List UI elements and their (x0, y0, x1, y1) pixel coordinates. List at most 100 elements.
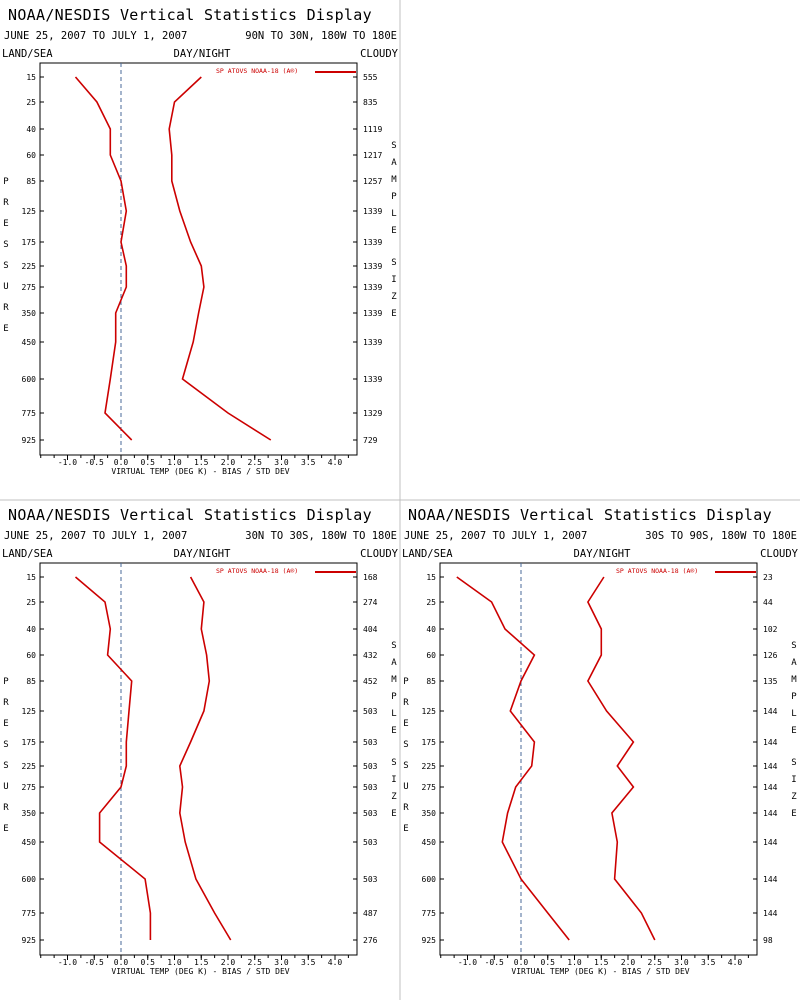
x-tick-label: 2.5 (248, 458, 263, 467)
pressure-axis-letter: U (403, 782, 408, 792)
panel-title: NOAA/NESDIS Vertical Statistics Display (408, 506, 772, 524)
x-tick-label: 1.5 (594, 958, 609, 967)
pressure-tick-label: 175 (22, 238, 37, 247)
sample-size-axis-letter: E (391, 726, 396, 736)
pressure-axis-letter: R (403, 803, 409, 813)
pressure-tick-label: 275 (422, 783, 437, 792)
sample-size-label: 44 (763, 598, 773, 607)
x-tick-label: -1.0 (458, 958, 477, 967)
date-range: JUNE 25, 2007 TO JULY 1, 2007 (4, 530, 187, 542)
pressure-axis-letter: E (3, 719, 8, 729)
pressure-axis-letter: E (403, 824, 408, 834)
std-dev-series-line (586, 576, 656, 941)
sample-size-axis-letter: Z (391, 792, 397, 802)
pressure-axis-letter: S (3, 761, 8, 771)
x-tick-label: 3.5 (301, 958, 316, 967)
pressure-tick-label: 225 (422, 762, 437, 771)
sample-size-axis-letter: E (791, 726, 796, 736)
sample-size-axis-letter: Z (791, 792, 797, 802)
x-tick-label: -1.0 (58, 458, 77, 467)
x-tick-label: 3.0 (274, 458, 289, 467)
sample-size-axis-letter: L (391, 709, 396, 719)
pressure-tick-label: 125 (422, 707, 437, 716)
pressure-axis-letter: S (3, 740, 8, 750)
pressure-axis-letter: E (403, 719, 408, 729)
sample-size-axis-letter: P (391, 692, 397, 702)
x-tick-label: -1.0 (58, 958, 77, 967)
date-range: JUNE 25, 2007 TO JULY 1, 2007 (4, 30, 187, 42)
pressure-tick-label: 450 (22, 838, 37, 847)
x-tick-label: 4.0 (328, 958, 343, 967)
x-tick-label: 0.0 (114, 458, 129, 467)
bias-series-line (74, 76, 133, 441)
pressure-tick-label: 60 (26, 651, 36, 660)
sample-size-axis-letter: S (391, 258, 396, 268)
x-tick-label: 1.5 (194, 458, 209, 467)
x-tick-label: 2.5 (248, 958, 263, 967)
sample-size-axis-letter: M (391, 675, 397, 685)
pressure-axis-letter: P (403, 677, 409, 687)
sample-size-label: 144 (763, 707, 778, 716)
x-tick-label: 0.0 (514, 958, 529, 967)
pressure-axis-letter: R (3, 303, 9, 313)
sample-size-label: 102 (763, 625, 778, 634)
sample-size-label: 1339 (363, 238, 382, 247)
pressure-tick-label: 925 (22, 436, 37, 445)
header-day-night: DAY/NIGHT (174, 48, 232, 60)
pressure-tick-label: 275 (22, 283, 37, 292)
pressure-tick-label: 775 (422, 909, 437, 918)
sample-size-label: 126 (763, 651, 778, 660)
sample-size-label: 503 (363, 809, 378, 818)
sample-size-label: 503 (363, 738, 378, 747)
sample-size-label: 144 (763, 875, 778, 884)
header-day-night: DAY/NIGHT (174, 548, 232, 560)
sample-size-label: 1257 (363, 177, 382, 186)
pressure-tick-label: 175 (22, 738, 37, 747)
pressure-tick-label: 175 (422, 738, 437, 747)
header-land-sea: LAND/SEA (402, 548, 453, 560)
sample-size-label: 503 (363, 783, 378, 792)
x-tick-label: 0.0 (114, 958, 129, 967)
sample-size-label: 144 (763, 783, 778, 792)
sample-size-label: 1217 (363, 151, 382, 160)
header-cloudy: CLOUDY (360, 48, 399, 60)
sample-size-label: 276 (363, 936, 378, 945)
sample-size-axis-letter: I (791, 775, 796, 785)
pressure-axis-letter: S (403, 740, 408, 750)
sample-size-label: 1339 (363, 375, 382, 384)
pressure-axis-letter: P (3, 677, 9, 687)
pressure-tick-label: 15 (426, 573, 436, 582)
x-tick-label: 2.0 (221, 458, 236, 467)
sample-size-label: 503 (363, 707, 378, 716)
pressure-axis-letter: S (3, 261, 8, 271)
sample-size-label: 432 (363, 651, 378, 660)
bias-series-line (456, 576, 570, 941)
region-label: 30S TO 90S, 180W TO 180E (645, 530, 797, 542)
x-tick-label: -0.5 (85, 958, 104, 967)
std-dev-series-line (168, 76, 272, 441)
sample-size-axis-letter: P (791, 692, 797, 702)
pressure-tick-label: 125 (22, 207, 37, 216)
sample-size-label: 144 (763, 838, 778, 847)
header-day-night: DAY/NIGHT (574, 548, 632, 560)
sample-size-axis-letter: S (391, 641, 396, 651)
pressure-tick-label: 775 (22, 409, 37, 418)
pressure-tick-label: 225 (22, 762, 37, 771)
sample-size-axis-letter: I (391, 775, 396, 785)
region-label: 90N TO 30N, 180W TO 180E (245, 30, 397, 42)
header-cloudy: CLOUDY (760, 548, 799, 560)
pressure-axis-letter: U (3, 782, 8, 792)
sample-size-label: 1329 (363, 409, 382, 418)
x-tick-label: 1.0 (567, 958, 582, 967)
pressure-tick-label: 600 (22, 875, 37, 884)
date-range: JUNE 25, 2007 TO JULY 1, 2007 (404, 530, 587, 542)
sample-size-axis-letter: L (391, 209, 396, 219)
x-axis-label: VIRTUAL TEMP (DEG K) - BIAS / STD DEV (111, 467, 289, 476)
pressure-axis-letter: E (3, 824, 8, 834)
pressure-tick-label: 25 (426, 598, 436, 607)
sample-size-axis-letter: S (791, 641, 796, 651)
sample-size-axis-letter: E (391, 809, 396, 819)
pressure-tick-label: 350 (22, 309, 37, 318)
sample-size-label: 1119 (363, 125, 382, 134)
pressure-tick-label: 40 (26, 125, 36, 134)
